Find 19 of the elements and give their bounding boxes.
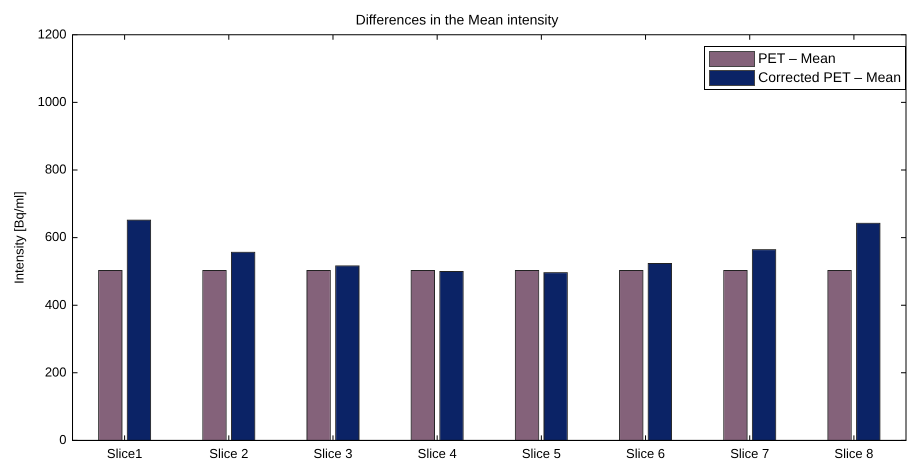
x-tick-label: Slice 8 xyxy=(834,446,874,461)
chart-title: Differences in the Mean intensity xyxy=(356,11,558,28)
legend-label: PET – Mean xyxy=(758,49,836,68)
x-tick-label: Slice 5 xyxy=(522,446,561,461)
x-tick-label: Slice 4 xyxy=(418,446,457,461)
x-tick-label: Slice 3 xyxy=(313,446,352,461)
y-tick-label: 1200 xyxy=(38,26,67,42)
y-axis-title: Intensity [Bq/ml] xyxy=(11,191,26,284)
x-tick-label: Slice1 xyxy=(106,446,142,461)
y-tick-label: 400 xyxy=(44,296,67,312)
x-tick-label: Slice 6 xyxy=(626,446,666,461)
y-tick-label: 1000 xyxy=(38,94,67,109)
y-tick-label: 200 xyxy=(44,364,67,380)
y-tick-label: 600 xyxy=(44,229,67,244)
legend-label: Corrected PET – Mean xyxy=(758,68,901,87)
y-tick-label: 800 xyxy=(44,162,67,177)
y-tick-label: 0 xyxy=(59,432,67,447)
x-tick-label: Slice 2 xyxy=(209,446,248,461)
x-tick-label: Slice 7 xyxy=(730,446,770,461)
